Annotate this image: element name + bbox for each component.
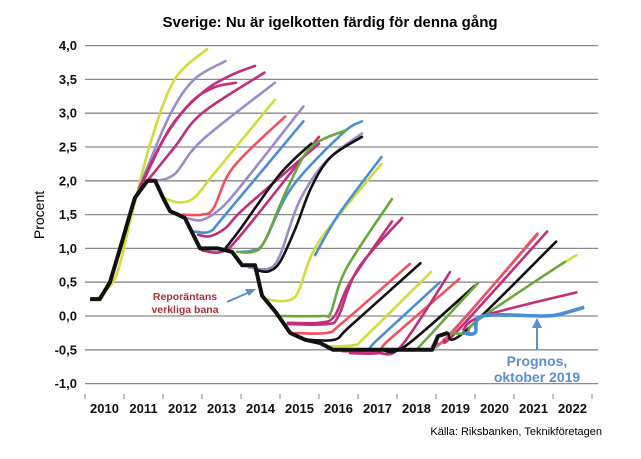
y-tick-labels: 4,0 3,5 3,0 2,5 2,0 1,5 1,0 0,5 0,0 -0,5 -1,0 (55, 38, 77, 391)
forecast-line-29 (380, 284, 477, 354)
x-tick-labels: 2010 2011 2012 2013 2014 2015 2016 2017 2018 2019… (84, 394, 593, 416)
forecast-line-5 (146, 71, 266, 183)
forecast-line-17 (255, 135, 364, 274)
x-tick-label: 2015 (285, 401, 314, 416)
x-tick-label: 2018 (402, 401, 431, 416)
actual-repo-rate-line (90, 178, 449, 352)
forecast-line-10 (192, 120, 305, 235)
y-tick-label: 1,5 (59, 207, 77, 222)
forecast-line-4 (142, 64, 257, 183)
forecast-line-8 (181, 115, 287, 217)
x-tick-label: 2010 (90, 401, 119, 416)
x-tick-label: 2022 (558, 401, 587, 416)
x-tick-label: 2019 (441, 401, 470, 416)
x-tick-label: 2017 (363, 401, 392, 416)
forecast-line-23 (294, 262, 412, 335)
forecast-line-37 (462, 291, 578, 331)
y-tick-label: 3,0 (59, 106, 77, 121)
forecast-line-20 (274, 197, 394, 319)
y-tick-label: 4,0 (59, 38, 77, 53)
annotation-actual-line2: verkliga bana (151, 304, 218, 316)
annotation-forecast-line2: oktober 2019 (494, 369, 581, 385)
y-tick-label: 0,0 (59, 309, 77, 324)
x-tick-label: 2021 (519, 401, 548, 416)
forecast-line-6 (153, 81, 277, 183)
annotation-actual-line1: Reporäntans (153, 291, 217, 303)
y-tick-label: 0,5 (59, 275, 77, 290)
forecast-line-13 (224, 142, 313, 250)
forecast-line-36 (450, 260, 566, 336)
y-tick-label: 1,0 (59, 241, 77, 256)
forecast-line-30 (415, 281, 480, 352)
source-note: Källa: Riksbanken, Teknikföretagen (430, 426, 602, 438)
y-tick-label: 2,5 (59, 140, 77, 155)
annotation-forecast-line1: Prognos, (507, 353, 568, 369)
y-tick-label: 3,5 (59, 72, 77, 87)
x-tick-label: 2011 (129, 401, 157, 416)
forecast-line-28 (348, 270, 452, 356)
arrow-forecast-icon (532, 318, 542, 350)
x-tick-label: 2020 (480, 401, 509, 416)
forecast-line-32 (434, 232, 539, 346)
forecast-line-11 (196, 142, 321, 238)
forecast-line-1 (95, 47, 209, 301)
forecast-line-october-2019 (463, 305, 585, 336)
arrow-actual-icon (226, 289, 256, 303)
forecast-line-7 (161, 98, 277, 204)
forecast-line-33 (442, 230, 549, 344)
forecast-line-12 (200, 135, 321, 254)
forecast-line-19 (313, 155, 383, 257)
y-axis-label: Procent (31, 191, 47, 239)
forecast-line-24 (306, 261, 422, 342)
forecast-line-25 (325, 270, 433, 348)
x-tick-label: 2013 (207, 401, 236, 416)
chart-title: Sverige: Nu är igelkotten färdig för den… (162, 14, 497, 31)
forecast-line-9 (185, 105, 305, 222)
y-tick-label: 2,0 (59, 173, 77, 188)
x-tick-label: 2016 (324, 401, 353, 416)
x-tick-label: 2014 (246, 401, 276, 416)
annotations: Reporäntans verkliga bana Prognos, oktob… (151, 289, 580, 385)
y-tick-label: -0,5 (55, 342, 77, 357)
y-tick-label: -1,0 (55, 376, 77, 391)
forecast-line-22 (286, 216, 404, 327)
x-tick-label: 2012 (168, 401, 197, 416)
series-lines (90, 47, 585, 356)
forecast-line-15 (235, 128, 348, 254)
forecast-line-21 (286, 220, 394, 325)
